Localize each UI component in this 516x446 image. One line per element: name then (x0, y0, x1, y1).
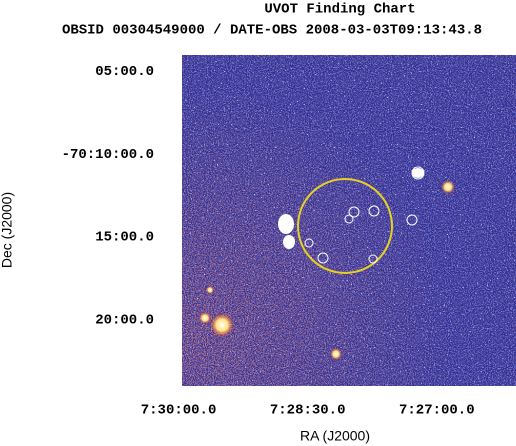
x-axis-label: RA (J2000) (300, 428, 370, 444)
x-tick-label: 7:28:30.0 (270, 403, 346, 419)
y-tick-label: 20:00.0 (95, 312, 154, 328)
x-tick-label: 7:27:00.0 (399, 403, 475, 419)
y-tick-label: -70:10:00.0 (62, 147, 154, 163)
y-tick-label: 05:00.0 (95, 64, 154, 80)
y-tick-label: 15:00.0 (95, 230, 154, 246)
chart-subtitle: OBSID 00304549000 / DATE-OBS 2008-03-03T… (62, 23, 482, 39)
sky-image (182, 55, 516, 386)
x-tick-label: 7:30:00.0 (141, 403, 217, 419)
chart-title: UVOT Finding Chart (264, 2, 415, 18)
y-axis-label: Dec (J2000) (0, 192, 15, 268)
